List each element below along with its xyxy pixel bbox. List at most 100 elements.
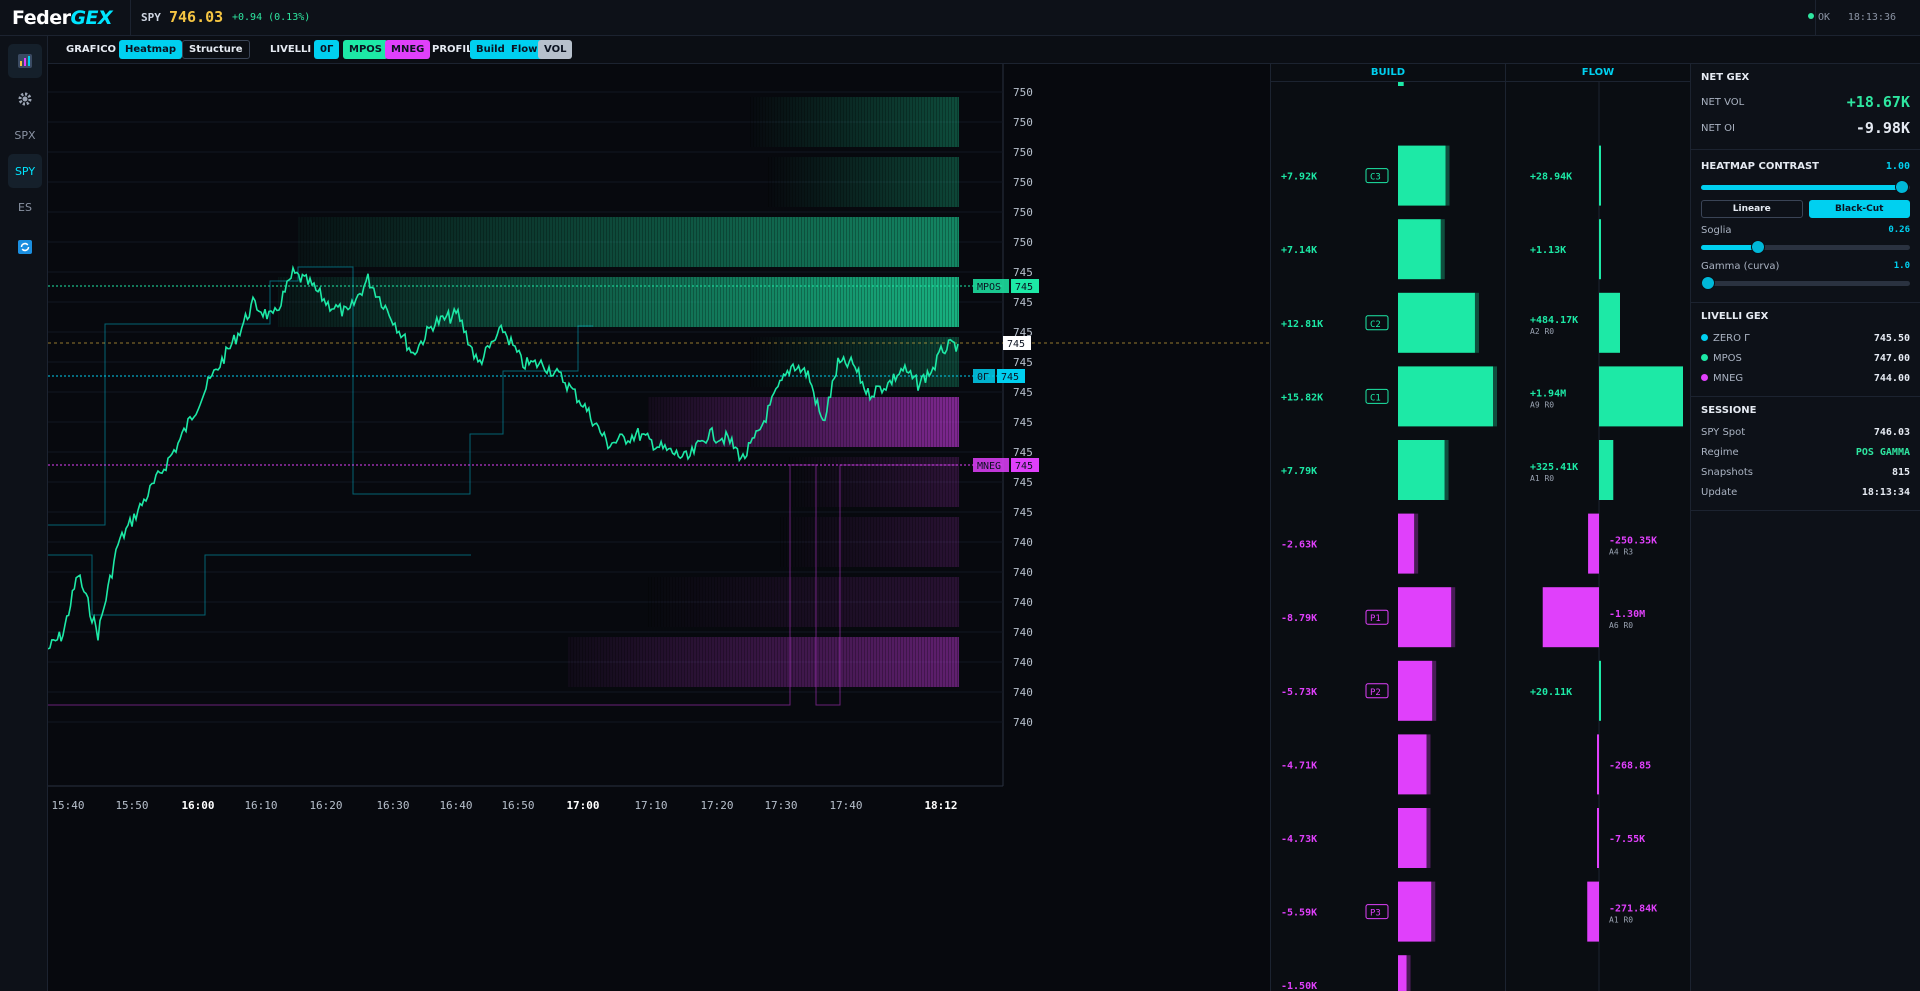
heatmap-texture — [778, 517, 959, 567]
gear-icon[interactable] — [8, 82, 42, 116]
price-tick-label: 745 — [1013, 446, 1033, 459]
sidebar-item-spx[interactable]: SPX — [14, 128, 36, 142]
build-bar-shadow — [1474, 292, 1479, 353]
price-tick-label: 750 — [1013, 236, 1033, 249]
spot-price: 746.03 — [169, 8, 224, 26]
chart-icon[interactable] — [8, 44, 42, 78]
price-line — [48, 264, 959, 650]
sidebar-item-es[interactable]: ES — [18, 200, 32, 214]
build-bar-shadow — [1426, 734, 1431, 795]
regime-label: Regime — [1701, 446, 1739, 458]
price-tick-label: 745 — [1013, 266, 1033, 279]
price-tick-label: 740 — [1013, 626, 1033, 639]
time-tick-label: 16:20 — [309, 799, 342, 812]
build-bar — [1398, 219, 1441, 280]
level-lines — [48, 285, 1270, 466]
current-price-tag-value-box — [1003, 336, 1031, 350]
flow-bar — [1542, 587, 1599, 648]
time-tick-label: 18:12 — [924, 799, 957, 812]
build-bar — [1398, 955, 1407, 991]
blackcut-mode-button[interactable]: Black-Cut — [1808, 200, 1910, 218]
net-gex-section: NET GEX NET VOL +18.67K NET OI -9.98K — [1691, 64, 1920, 150]
gex-levels-title: LIVELLI GEX — [1701, 311, 1769, 322]
build-toggle[interactable]: Build — [470, 40, 511, 59]
symbol-label: SPY — [141, 11, 161, 24]
clock: 18:13:36 — [1847, 12, 1896, 23]
build-value: -5.59K — [1281, 908, 1317, 919]
mneg-tag-value: 745 — [1015, 461, 1033, 472]
price-tick-label: 740 — [1013, 566, 1033, 579]
price-change: +0.94 (0.13%) — [232, 12, 311, 23]
flow-sub-label: A4 R3 — [1609, 548, 1633, 557]
sidebar-item-spy[interactable]: SPY — [8, 154, 42, 188]
gamma-curve-slider[interactable] — [1701, 276, 1910, 290]
build-bar-shadow — [1414, 513, 1419, 574]
mpos-tag-value: 745 — [1015, 282, 1033, 293]
price-tick-label: 750 — [1013, 86, 1033, 99]
level-row-mpos: MPOS 747.00 — [1701, 348, 1910, 368]
flow-bar — [1599, 292, 1620, 353]
net-vol-label: NET VOL — [1701, 96, 1745, 108]
build-value: +15.82K — [1281, 392, 1323, 403]
price-tick-label: 750 — [1013, 146, 1033, 159]
contrast-slider-handle[interactable] — [1895, 180, 1909, 194]
heatmap-texture — [568, 637, 959, 687]
linear-mode-button[interactable]: Lineare — [1701, 200, 1803, 218]
build-bar — [1398, 513, 1415, 574]
snapshots-label: Snapshots — [1701, 466, 1753, 478]
refresh-icon[interactable] — [8, 230, 42, 264]
heatmap-texture — [298, 217, 959, 267]
connection-status: OK — [1807, 12, 1830, 23]
price-tick-label: 745 — [1013, 296, 1033, 309]
build-bar — [1398, 881, 1432, 942]
build-bar — [1398, 145, 1446, 206]
build-bar — [1398, 587, 1452, 648]
build-tag-box — [1365, 683, 1389, 699]
zero-gamma-tag-value: 745 — [1001, 372, 1019, 383]
flow-value: +484.17K — [1530, 315, 1578, 326]
flow-sub-label: A9 R0 — [1530, 400, 1554, 409]
heatmap-button[interactable]: Heatmap — [119, 40, 183, 59]
info-panel: NET GEX NET VOL +18.67K NET OI -9.98K HEAT… — [1690, 64, 1920, 991]
zero-gamma-history — [48, 266, 593, 526]
structure-button[interactable]: Structure — [182, 40, 250, 59]
mpos-toggle[interactable]: MPOS — [343, 40, 388, 59]
vol-toggle[interactable]: VOL — [538, 40, 573, 59]
build-tag: C2 — [1370, 320, 1381, 330]
build-value: -4.73K — [1281, 834, 1317, 845]
time-tick-label: 17:10 — [634, 799, 667, 812]
contrast-slider[interactable] — [1701, 180, 1910, 194]
chart-canvas[interactable]: 7507507507507507507457457457457457457457… — [48, 64, 1270, 991]
build-tag: C1 — [1370, 393, 1381, 403]
heatmap-texture — [278, 277, 959, 327]
price-chart[interactable]: 750 750 750 750 750 750 745 745 745 745 745 745 745 7… — [48, 64, 1270, 991]
mneg-tag-label: MNEG — [977, 461, 1001, 472]
mneg-toggle[interactable]: MNEG — [385, 40, 431, 59]
threshold-slider-handle[interactable] — [1751, 240, 1766, 254]
session-title: SESSIONE — [1701, 405, 1757, 416]
zero-gamma-tag-name — [973, 369, 995, 383]
flow-value: +325.41K — [1530, 462, 1578, 473]
flow-toggle[interactable]: Flow — [505, 40, 544, 59]
mneg-tag-value-box — [1011, 458, 1039, 472]
flow-value: -250.35K — [1609, 536, 1657, 547]
zero-gamma-toggle[interactable]: 0Γ — [314, 40, 340, 59]
flow-bar — [1599, 145, 1601, 206]
top-bar: FederGEX SPY 746.03 +0.94 (0.13%) OK 18:… — [0, 0, 1920, 36]
build-bar-shadow — [1444, 440, 1449, 500]
price-tick-label: 745 — [1013, 356, 1033, 369]
app-logo: FederGEX — [12, 7, 113, 29]
gamma-curve-slider-handle[interactable] — [1701, 276, 1715, 290]
flow-bar — [1597, 808, 1599, 868]
time-tick-label: 16:50 — [501, 799, 534, 812]
build-bar — [1398, 292, 1475, 353]
build-bar-shadow — [1493, 366, 1497, 427]
flow-sub-label: A1 R0 — [1609, 916, 1633, 925]
gamma-curve-label: Gamma (curva) — [1701, 260, 1780, 272]
build-tag: C3 — [1370, 173, 1381, 183]
net-gex-title: NET GEX — [1701, 72, 1750, 83]
threshold-slider[interactable] — [1701, 240, 1910, 254]
mpos-dot-icon — [1701, 353, 1708, 361]
